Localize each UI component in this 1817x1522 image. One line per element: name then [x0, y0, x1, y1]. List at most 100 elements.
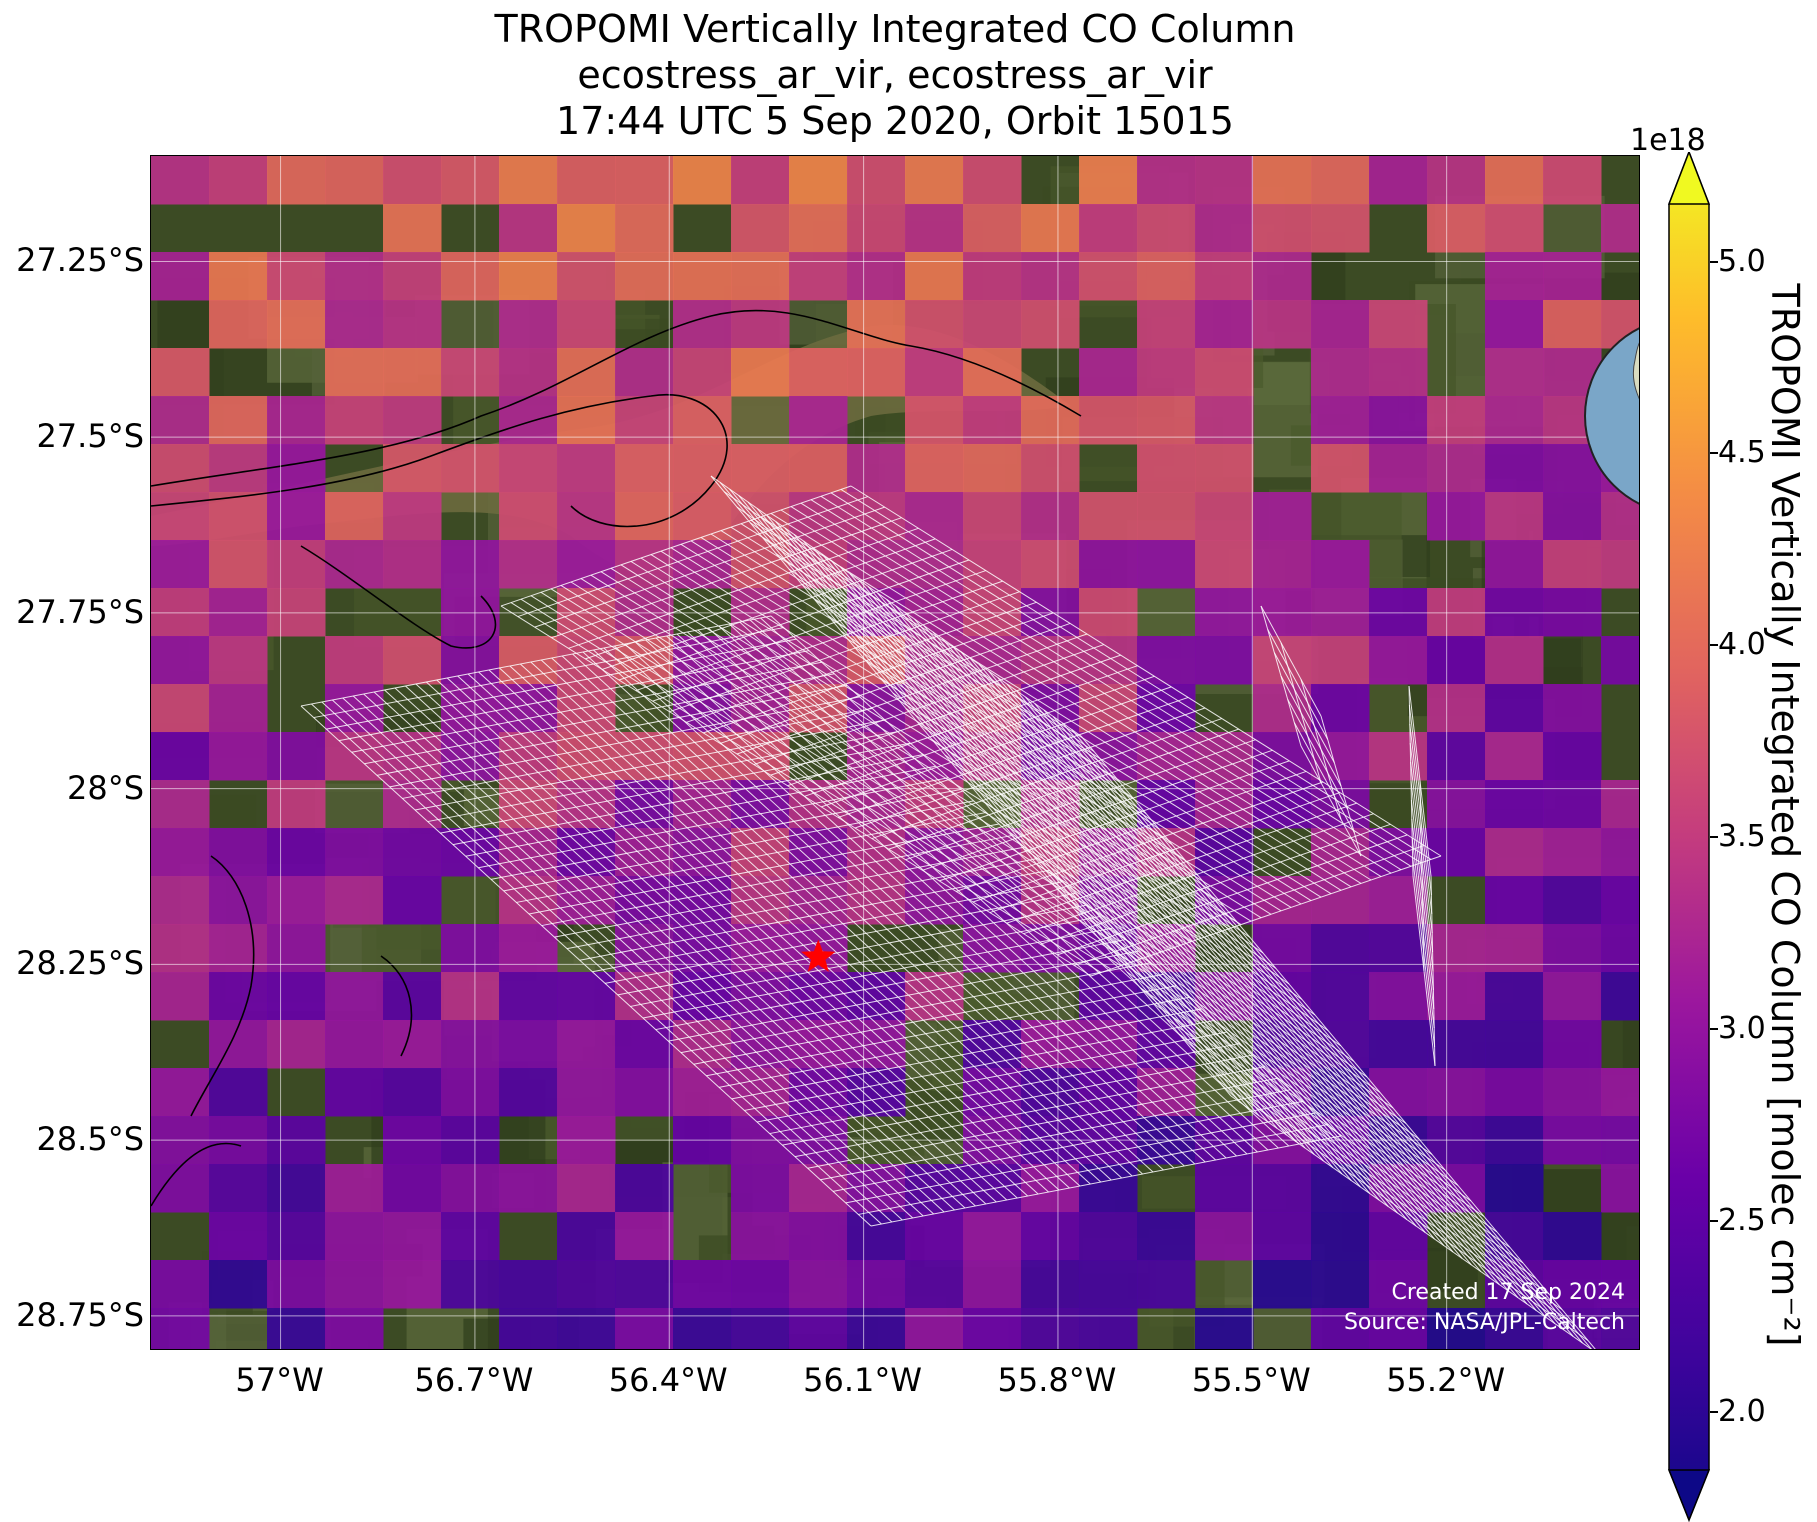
footprint-line [509, 665, 1081, 1187]
co-pixel [1369, 1068, 1428, 1117]
footprint-line [1273, 652, 1335, 763]
co-pixel [1311, 300, 1370, 349]
co-pixel [383, 1068, 442, 1117]
co-pixel [1485, 300, 1544, 349]
co-pixel [1601, 924, 1639, 973]
co-pixel [615, 1164, 674, 1213]
co-pixel [615, 1260, 674, 1309]
footprint-line [1152, 1002, 1524, 1264]
co-pixel [673, 156, 732, 205]
co-pixel [1601, 1308, 1639, 1349]
co-pixel [383, 972, 442, 1021]
footprint-line [730, 526, 1322, 898]
co-pixel [1369, 732, 1428, 781]
co-pixel [557, 1212, 616, 1261]
footprint-line [1409, 723, 1433, 915]
co-pixel [325, 348, 384, 397]
co-pixel [209, 588, 268, 637]
co-pixel [267, 588, 326, 637]
target-star-marker [801, 939, 836, 972]
footprint-line [405, 685, 976, 1207]
co-pixel [1195, 1308, 1254, 1349]
map-panel: ★ Created 17 Sep 2024 Source: NASA/JPL-C… [150, 155, 1640, 1350]
colorbar [1668, 152, 1710, 1522]
co-pixel [847, 204, 906, 253]
lon-tick-label: 55.8°W [997, 1361, 1117, 1399]
co-pixel [731, 1164, 790, 1213]
co-pixel [1137, 540, 1196, 589]
co-pixel [325, 300, 384, 349]
co-pixel [1195, 636, 1254, 685]
co-pixel [325, 1164, 384, 1213]
co-pixel [1079, 1260, 1138, 1309]
co-pixel [1253, 540, 1312, 589]
footprint-line [467, 673, 1039, 1195]
co-pixel [1427, 492, 1486, 541]
co-pixel [963, 1164, 1022, 1213]
co-pixel [325, 252, 384, 301]
co-pixel [673, 1068, 732, 1117]
co-pixel [499, 156, 558, 205]
co-pixel [905, 300, 964, 349]
co-pixel [151, 924, 210, 973]
footprint-line [613, 645, 1185, 1167]
co-pixel [1195, 348, 1254, 397]
footprint-line [300, 615, 772, 707]
co-pixel [267, 156, 326, 205]
co-pixel [1485, 492, 1544, 541]
footprint-line [800, 502, 1392, 874]
co-pixel [557, 1068, 616, 1117]
footprint-line [490, 788, 962, 880]
co-pixel [1485, 396, 1544, 445]
co-pixel [1311, 1308, 1370, 1349]
lat-tick-label: 28.25°S [16, 944, 144, 983]
footprint-line [1139, 987, 1511, 1248]
co-pixel [1485, 1068, 1544, 1117]
south-america-shape [1632, 342, 1639, 400]
footprint-line [1260, 605, 1322, 717]
co-pixel [325, 156, 384, 205]
co-pixel [1253, 156, 1312, 205]
co-pixel [383, 1212, 442, 1261]
co-pixel [963, 300, 1022, 349]
co-pixel [615, 1068, 674, 1117]
footprint-line [630, 561, 1222, 932]
co-pixel [789, 252, 848, 301]
co-pixel [1369, 1020, 1428, 1069]
co-pixel [499, 492, 558, 541]
co-pixel [615, 1020, 674, 1069]
co-pixel [1485, 1164, 1544, 1213]
colorbar-tick-mark [1710, 836, 1718, 838]
co-pixel [847, 1260, 906, 1309]
co-pixel [1311, 1260, 1370, 1309]
co-pixel [1369, 1260, 1428, 1309]
footprint-line [680, 543, 1272, 915]
footprint-line [697, 629, 1269, 1151]
co-pixel [731, 204, 790, 253]
river-outline-path [151, 393, 728, 528]
co-pixel [1601, 1068, 1639, 1117]
co-pixel [847, 1308, 906, 1349]
co-pixel [1021, 252, 1080, 301]
co-pixel [847, 300, 906, 349]
co-pixel [151, 348, 210, 397]
co-pixel [1601, 1260, 1639, 1309]
footprint-line [1023, 813, 1374, 935]
lat-tick-label: 27.75°S [16, 592, 144, 631]
footprint-line [342, 697, 914, 1219]
ecostress-footprint-grid [300, 475, 1596, 1349]
co-pixel [267, 300, 326, 349]
co-pixel [1311, 588, 1370, 637]
co-pixel [1543, 1020, 1602, 1069]
colorbar-max-extend [1668, 152, 1710, 205]
footprint-line [540, 659, 1112, 1181]
river-outline-path [300, 545, 497, 649]
co-pixel [209, 1260, 268, 1309]
co-pixel [499, 1164, 558, 1213]
footprint-line [858, 1123, 1329, 1215]
co-pixel [1369, 876, 1428, 925]
footprint-line [326, 638, 797, 730]
co-pixel [1601, 972, 1639, 1021]
co-pixel [1543, 876, 1602, 925]
co-pixel [209, 1212, 268, 1261]
